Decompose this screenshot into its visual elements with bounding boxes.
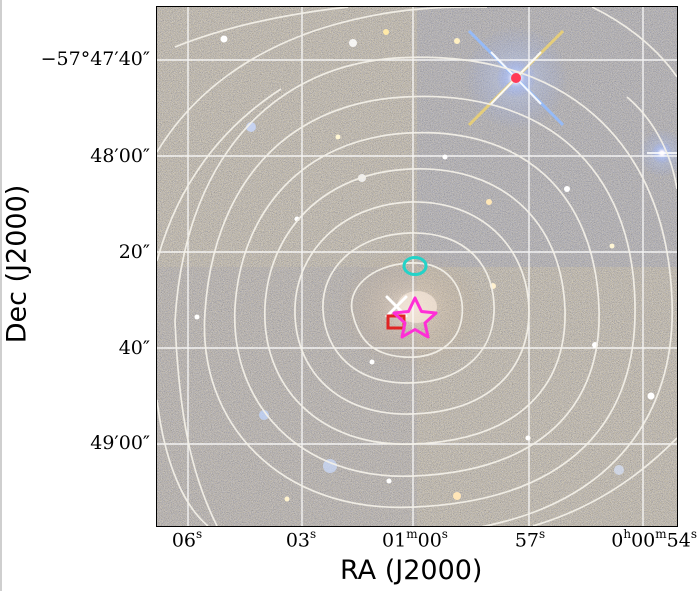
contour-overlay <box>157 7 677 526</box>
sky-image-panel <box>156 6 678 527</box>
y-tick-label-5: 49′00″ <box>90 432 150 454</box>
x-tick-label-4: 57s <box>514 527 546 552</box>
y-axis-title: Dec (J2000) <box>1 184 33 344</box>
circle-marker <box>402 256 428 276</box>
x-tick-label-2: 03s <box>285 527 317 552</box>
sky-image-svg <box>157 7 677 526</box>
left-border <box>0 0 2 591</box>
x-tick-label-3: 01m00s <box>382 527 448 552</box>
bright-star-right-edge <box>638 129 677 177</box>
y-tick-label-4: 40″ <box>118 337 150 359</box>
x-axis-title: RA (J2000) <box>340 555 483 586</box>
x-tick-label-5: 0h00m54s <box>611 527 697 552</box>
x-tick-label-1: 06s <box>171 527 203 552</box>
y-tick-label-1: −57°47′40″ <box>40 48 150 70</box>
y-tick-label-3: 20″ <box>118 241 150 263</box>
star-marker <box>392 296 438 339</box>
bright-star-upper-right <box>464 26 568 130</box>
y-tick-label-2: 48′00″ <box>90 145 150 167</box>
